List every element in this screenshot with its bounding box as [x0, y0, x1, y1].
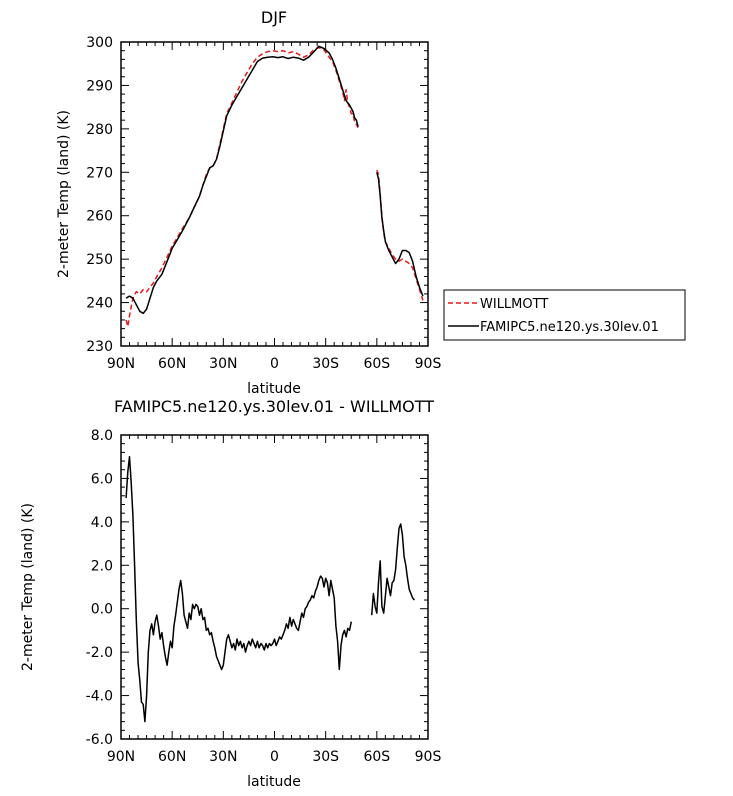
c0-xtick-label: 90N: [107, 356, 135, 372]
c0-ytick-label: 280: [86, 122, 113, 138]
legend-label-willmott: WILLMOTT: [480, 297, 548, 312]
c1-ytick-label: 0.0: [91, 602, 113, 618]
c0-xtick-label: 60N: [158, 356, 186, 372]
c1-ytick-label: 8.0: [91, 428, 113, 444]
c0-xtick-label: 30S: [312, 356, 339, 372]
c1-marks: 90N 60N 30N 0 30S 60S 90S -6.0 -4.0 -2.0 0.0 2.0 4.0…: [86, 428, 442, 765]
c1-title: FAMIPC5.ne120.ys.30lev.01 - WILLMOTT: [114, 397, 434, 416]
c0-title: DJF: [261, 8, 287, 27]
c0-xlabel: latitude: [247, 381, 301, 397]
chart-djf: 90N 60N 30N 0 30S 60S 90S 230 240 250 260 270 280 290…: [56, 8, 686, 397]
c0-ytick-label: 270: [86, 165, 113, 181]
c1-plot-frame: [120, 434, 429, 740]
c1-xtick-label: 30N: [209, 749, 237, 765]
c0-xtick-label: 60S: [363, 356, 390, 372]
chart-difference: 90N 60N 30N 0 30S 60S 90S -6.0 -4.0 -2.0 0.0 2.0 4.0…: [20, 397, 441, 790]
c1-ytick-label: -2.0: [86, 645, 113, 661]
c1-series-0-line: [125, 455, 353, 723]
c0-ytick-label: 290: [86, 78, 113, 94]
c0-ylabel: 2-meter Temp (land) (K): [56, 110, 72, 278]
c1-xtick-label: 60N: [158, 749, 186, 765]
c0-plot-frame: [120, 41, 429, 347]
c0-ytick-label: 250: [86, 252, 113, 268]
c0-series-1-line: [125, 45, 359, 315]
c1-xtick-label: 90N: [107, 749, 135, 765]
c0-xtick-label: 0: [270, 356, 279, 372]
c1-ytick-label: -6.0: [86, 732, 113, 748]
c0-series-0-line: [376, 169, 424, 301]
c1-xlabel: latitude: [247, 774, 301, 790]
legend-label-famipc5: FAMIPC5.ne120.ys.30lev.01: [480, 320, 659, 335]
c1-xtick-label: 60S: [363, 749, 390, 765]
c0-series-0-line: [125, 46, 359, 328]
legend-box: [443, 289, 686, 341]
c0-series-1-line: [376, 172, 424, 297]
c1-xtick-label: 30S: [312, 749, 339, 765]
c0-ytick-label: 260: [86, 209, 113, 225]
legend: WILLMOTT FAMIPC5.ne120.ys.30lev.01: [443, 289, 686, 341]
c1-xtick-label: 0: [270, 749, 279, 765]
c1-ytick-label: 6.0: [91, 471, 113, 487]
c1-ylabel: 2-meter Temp (land) (K): [20, 503, 36, 671]
c1-series-0-line: [370, 523, 415, 616]
c1-ytick-label: 2.0: [91, 558, 113, 574]
c0-ytick-label: 300: [86, 35, 113, 51]
c1-ytick-label: -4.0: [86, 689, 113, 705]
c0-xtick-label: 30N: [209, 356, 237, 372]
c0-marks: 90N 60N 30N 0 30S 60S 90S 230 240 250 260 270 280 290…: [86, 35, 441, 372]
c0-ytick-label: 240: [86, 296, 113, 312]
c0-xtick-label: 90S: [415, 356, 442, 372]
c0-ytick-label: 230: [86, 339, 113, 355]
c1-ytick-label: 4.0: [91, 515, 113, 531]
c1-xtick-label: 90S: [415, 749, 442, 765]
